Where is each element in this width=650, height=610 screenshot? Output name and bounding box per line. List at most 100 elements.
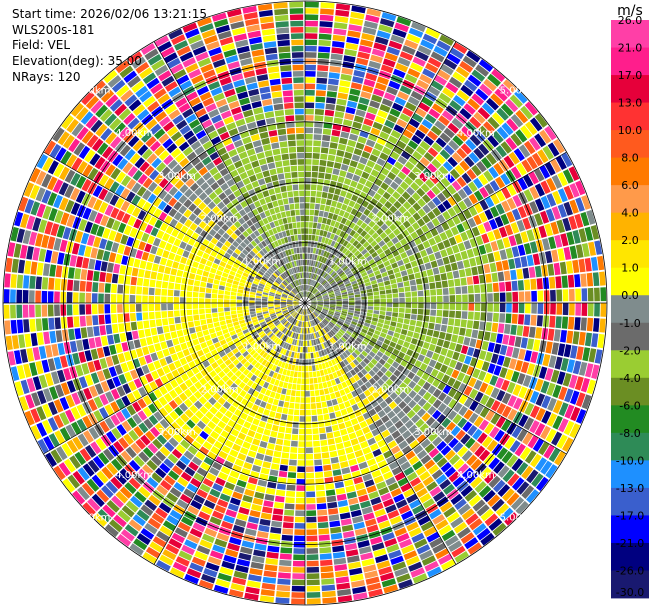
- velocity-gate: [291, 434, 299, 441]
- velocity-gate: [150, 245, 158, 255]
- velocity-gate: [88, 385, 99, 398]
- velocity-gate: [246, 371, 254, 379]
- velocity-gate: [59, 239, 68, 252]
- velocity-gate: [320, 8, 334, 15]
- velocity-gate: [298, 365, 302, 372]
- velocity-gate: [501, 200, 511, 213]
- velocity-gate: [556, 303, 563, 315]
- velocity-gate: [247, 337, 255, 344]
- velocity-gate: [325, 167, 333, 174]
- velocity-gate: [164, 414, 175, 425]
- velocity-gate: [82, 415, 93, 429]
- velocity-gate: [514, 360, 523, 372]
- velocity-gate: [263, 345, 270, 352]
- velocity-gate: [575, 180, 586, 196]
- velocity-gate: [105, 391, 115, 403]
- velocity-gate: [288, 376, 294, 383]
- velocity-gate: [261, 265, 268, 272]
- velocity-gate: [156, 367, 165, 377]
- velocity-gate: [316, 408, 323, 415]
- velocity-gate: [338, 196, 345, 203]
- velocity-gate: [69, 455, 81, 469]
- velocity-gate: [510, 166, 522, 179]
- velocity-gate: [412, 266, 420, 273]
- velocity-gate: [249, 311, 256, 315]
- velocity-gate: [143, 418, 154, 430]
- velocity-gate: [274, 304, 280, 307]
- velocity-gate: [305, 384, 310, 391]
- velocity-gate: [186, 568, 202, 579]
- velocity-gate: [318, 255, 323, 262]
- velocity-gate: [198, 211, 207, 220]
- velocity-gate: [115, 472, 127, 485]
- velocity-gate: [294, 535, 305, 542]
- velocity-gate: [305, 171, 311, 178]
- velocity-gate: [273, 328, 279, 334]
- velocity-gate: [407, 216, 416, 225]
- velocity-gate: [328, 353, 334, 360]
- velocity-gate: [413, 394, 422, 403]
- velocity-gate: [252, 247, 259, 255]
- velocity-gate: [257, 285, 264, 290]
- velocity-gate: [230, 428, 240, 437]
- velocity-gate: [400, 270, 408, 277]
- velocity-gate: [379, 290, 386, 295]
- velocity-gate: [255, 336, 261, 343]
- velocity-gate: [282, 446, 290, 453]
- velocity-gate: [161, 311, 168, 318]
- velocity-gate: [305, 127, 314, 134]
- velocity-gate: [393, 332, 400, 339]
- velocity-gate: [406, 521, 419, 532]
- velocity-gate: [153, 208, 162, 219]
- velocity-gate: [352, 586, 367, 594]
- velocity-gate: [379, 332, 387, 338]
- velocity-gate: [393, 267, 400, 274]
- velocity-gate: [261, 301, 268, 303]
- velocity-gate: [250, 374, 257, 382]
- velocity-gate: [313, 352, 317, 359]
- velocity-gate: [87, 196, 97, 209]
- velocity-gate: [417, 308, 424, 315]
- velocity-gate: [302, 315, 304, 321]
- velocity-gate: [516, 462, 529, 476]
- velocity-gate: [249, 291, 256, 296]
- velocity-gate: [420, 520, 434, 532]
- velocity-gate: [294, 305, 300, 309]
- velocity-gate: [456, 176, 467, 188]
- velocity-gate: [380, 307, 386, 311]
- velocity-gate: [225, 509, 237, 518]
- velocity-gate: [342, 157, 351, 166]
- velocity-gate: [481, 102, 495, 115]
- velocity-gate: [316, 295, 322, 299]
- velocity-gate: [336, 268, 342, 274]
- velocity-gate: [217, 471, 229, 481]
- velocity-gate: [344, 420, 353, 428]
- velocity-gate: [324, 361, 330, 368]
- velocity-gate: [346, 285, 352, 290]
- velocity-gate: [193, 390, 203, 400]
- velocity-gate: [305, 77, 316, 83]
- velocity-gate: [240, 426, 249, 435]
- velocity-gate: [405, 555, 420, 566]
- velocity-gate: [212, 224, 221, 232]
- velocity-gate: [457, 212, 467, 222]
- velocity-gate: [219, 236, 227, 244]
- velocity-gate: [560, 357, 569, 372]
- velocity-gate: [143, 278, 150, 287]
- velocity-gate: [274, 271, 280, 277]
- velocity-gate: [540, 195, 551, 209]
- velocity-gate: [187, 445, 198, 456]
- velocity-gate: [30, 333, 38, 347]
- velocity-gate: [473, 284, 481, 293]
- velocity-gate: [416, 258, 424, 266]
- velocity-gate: [178, 194, 188, 204]
- velocity-gate: [366, 312, 373, 317]
- velocity-gate: [554, 234, 563, 248]
- velocity-gate: [317, 297, 323, 300]
- velocity-gate: [317, 324, 322, 330]
- velocity-gate: [385, 219, 393, 227]
- velocity-gate: [307, 253, 310, 260]
- velocity-gate: [568, 215, 578, 230]
- velocity-gate: [310, 403, 317, 409]
- velocity-gate: [344, 280, 351, 285]
